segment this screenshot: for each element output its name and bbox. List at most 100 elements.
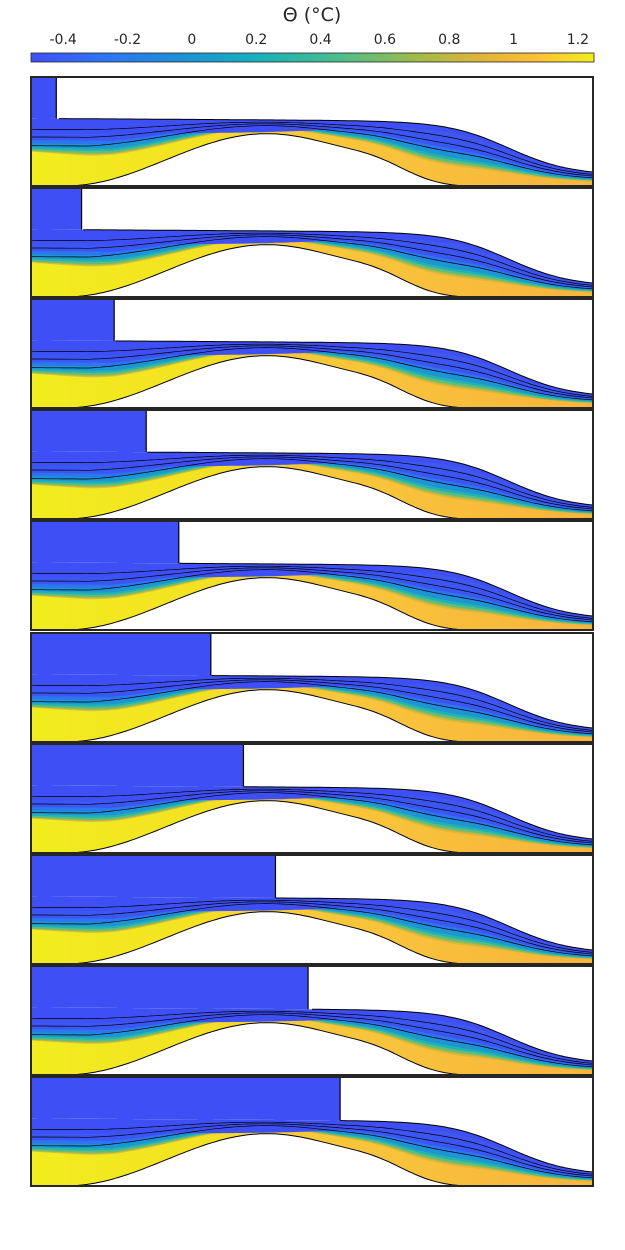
- panel: [30, 76, 594, 187]
- contour-line: [31, 234, 593, 288]
- bed-outline: [31, 133, 593, 186]
- water-layer: [31, 343, 593, 402]
- contour-line: [31, 901, 593, 955]
- surface-outline: [243, 786, 593, 840]
- contour-line: [31, 456, 593, 510]
- bed-outline: [31, 689, 593, 742]
- water-layer: [31, 454, 593, 513]
- colorbar-bar: [30, 52, 595, 63]
- surface-outline: [147, 451, 593, 506]
- colorbar-ticks: -0.4 -0.2 0 0.2 0.4 0.6 0.8 1 1.2: [50, 32, 589, 56]
- panel-frame: [30, 743, 594, 854]
- bed-outline: [31, 1133, 593, 1186]
- water-layer: [31, 232, 593, 291]
- water-layer: [31, 1010, 593, 1069]
- ice-block: [31, 77, 57, 119]
- bedrock: [31, 1022, 593, 1075]
- panel-frame: [30, 854, 594, 965]
- surface-outline: [115, 340, 593, 395]
- contour-line: [31, 569, 593, 623]
- panel: [30, 298, 594, 409]
- contour-line: [31, 1121, 593, 1175]
- contour-line: [31, 790, 593, 844]
- contour-line: [31, 679, 593, 733]
- panel: [30, 187, 594, 298]
- air-region: [31, 410, 593, 505]
- bed-outline: [31, 355, 593, 408]
- air-region: [31, 299, 593, 394]
- ice-block: [31, 1077, 341, 1121]
- panel: [30, 743, 594, 854]
- contour-line: [31, 1012, 593, 1066]
- cold-plume: [31, 896, 593, 954]
- panel-frame: [30, 965, 594, 1076]
- bed-outline: [31, 1022, 593, 1075]
- contour-line: [31, 677, 593, 731]
- cold-plume: [31, 340, 593, 398]
- contour-line: [31, 232, 593, 286]
- contour-line: [31, 1125, 593, 1179]
- colorbar-tick-label: -0.2: [114, 32, 141, 48]
- ice-block: [31, 410, 147, 453]
- bedrock: [31, 466, 593, 519]
- bedrock: [31, 355, 593, 408]
- surface-outline: [179, 562, 593, 617]
- panel-stack: [30, 76, 594, 1187]
- surface-outline: [340, 1120, 593, 1173]
- surface-outline: [275, 897, 593, 951]
- surface-outline: [312, 1008, 593, 1062]
- ice-block: [31, 744, 244, 787]
- water-layer: [31, 788, 593, 847]
- bedrock: [31, 133, 593, 186]
- panel-frame: [30, 520, 594, 631]
- panel-frame: [30, 187, 594, 298]
- panel: [30, 632, 594, 743]
- colorbar-tick-label: 1: [509, 32, 518, 48]
- colorbar-tick-label: 1.2: [567, 32, 589, 48]
- colorbar-tick-label: 0.4: [309, 32, 331, 48]
- water-layer: [31, 1121, 593, 1180]
- bedrock: [31, 1133, 593, 1186]
- cold-plume: [31, 118, 593, 176]
- contour-line: [31, 1123, 593, 1177]
- ice-block: [31, 966, 309, 1010]
- air-region: [31, 188, 593, 283]
- contour-line: [31, 565, 593, 619]
- cold-plume: [31, 785, 593, 843]
- contour-line: [31, 1010, 593, 1064]
- contour-line: [31, 343, 593, 397]
- panel-frame: [30, 298, 594, 409]
- ice-block: [31, 633, 211, 676]
- surface-outline: [59, 118, 593, 173]
- bedrock: [31, 689, 593, 742]
- air-region: [31, 77, 593, 172]
- contour-line: [31, 792, 593, 846]
- ice-block: [31, 521, 179, 564]
- ice-block: [31, 299, 115, 341]
- panel: [30, 1076, 594, 1187]
- bedrock: [31, 800, 593, 853]
- panel-frame: [30, 76, 594, 187]
- contour-line: [31, 567, 593, 621]
- ice-block: [31, 855, 276, 898]
- colorbar-tick-label: 0: [187, 32, 196, 48]
- water-layer: [31, 565, 593, 624]
- bed-outline: [31, 800, 593, 853]
- bed-outline: [31, 577, 593, 630]
- contour-line: [31, 788, 593, 842]
- bedrock: [31, 577, 593, 630]
- surface-outline: [211, 675, 593, 729]
- contour-line: [31, 121, 593, 175]
- contour-line: [31, 681, 593, 735]
- ice-block: [31, 188, 82, 230]
- water-layer: [31, 677, 593, 736]
- colorbar-title: Θ (°C): [283, 4, 342, 26]
- contour-line: [31, 458, 593, 512]
- water-layer: [31, 899, 593, 958]
- colorbar-tick-label: 0.6: [374, 32, 396, 48]
- colorbar-tick-label: 0.2: [245, 32, 267, 48]
- colorbar-tick-label: -0.4: [50, 32, 77, 48]
- contour-line: [31, 454, 593, 508]
- contour-line: [31, 899, 593, 953]
